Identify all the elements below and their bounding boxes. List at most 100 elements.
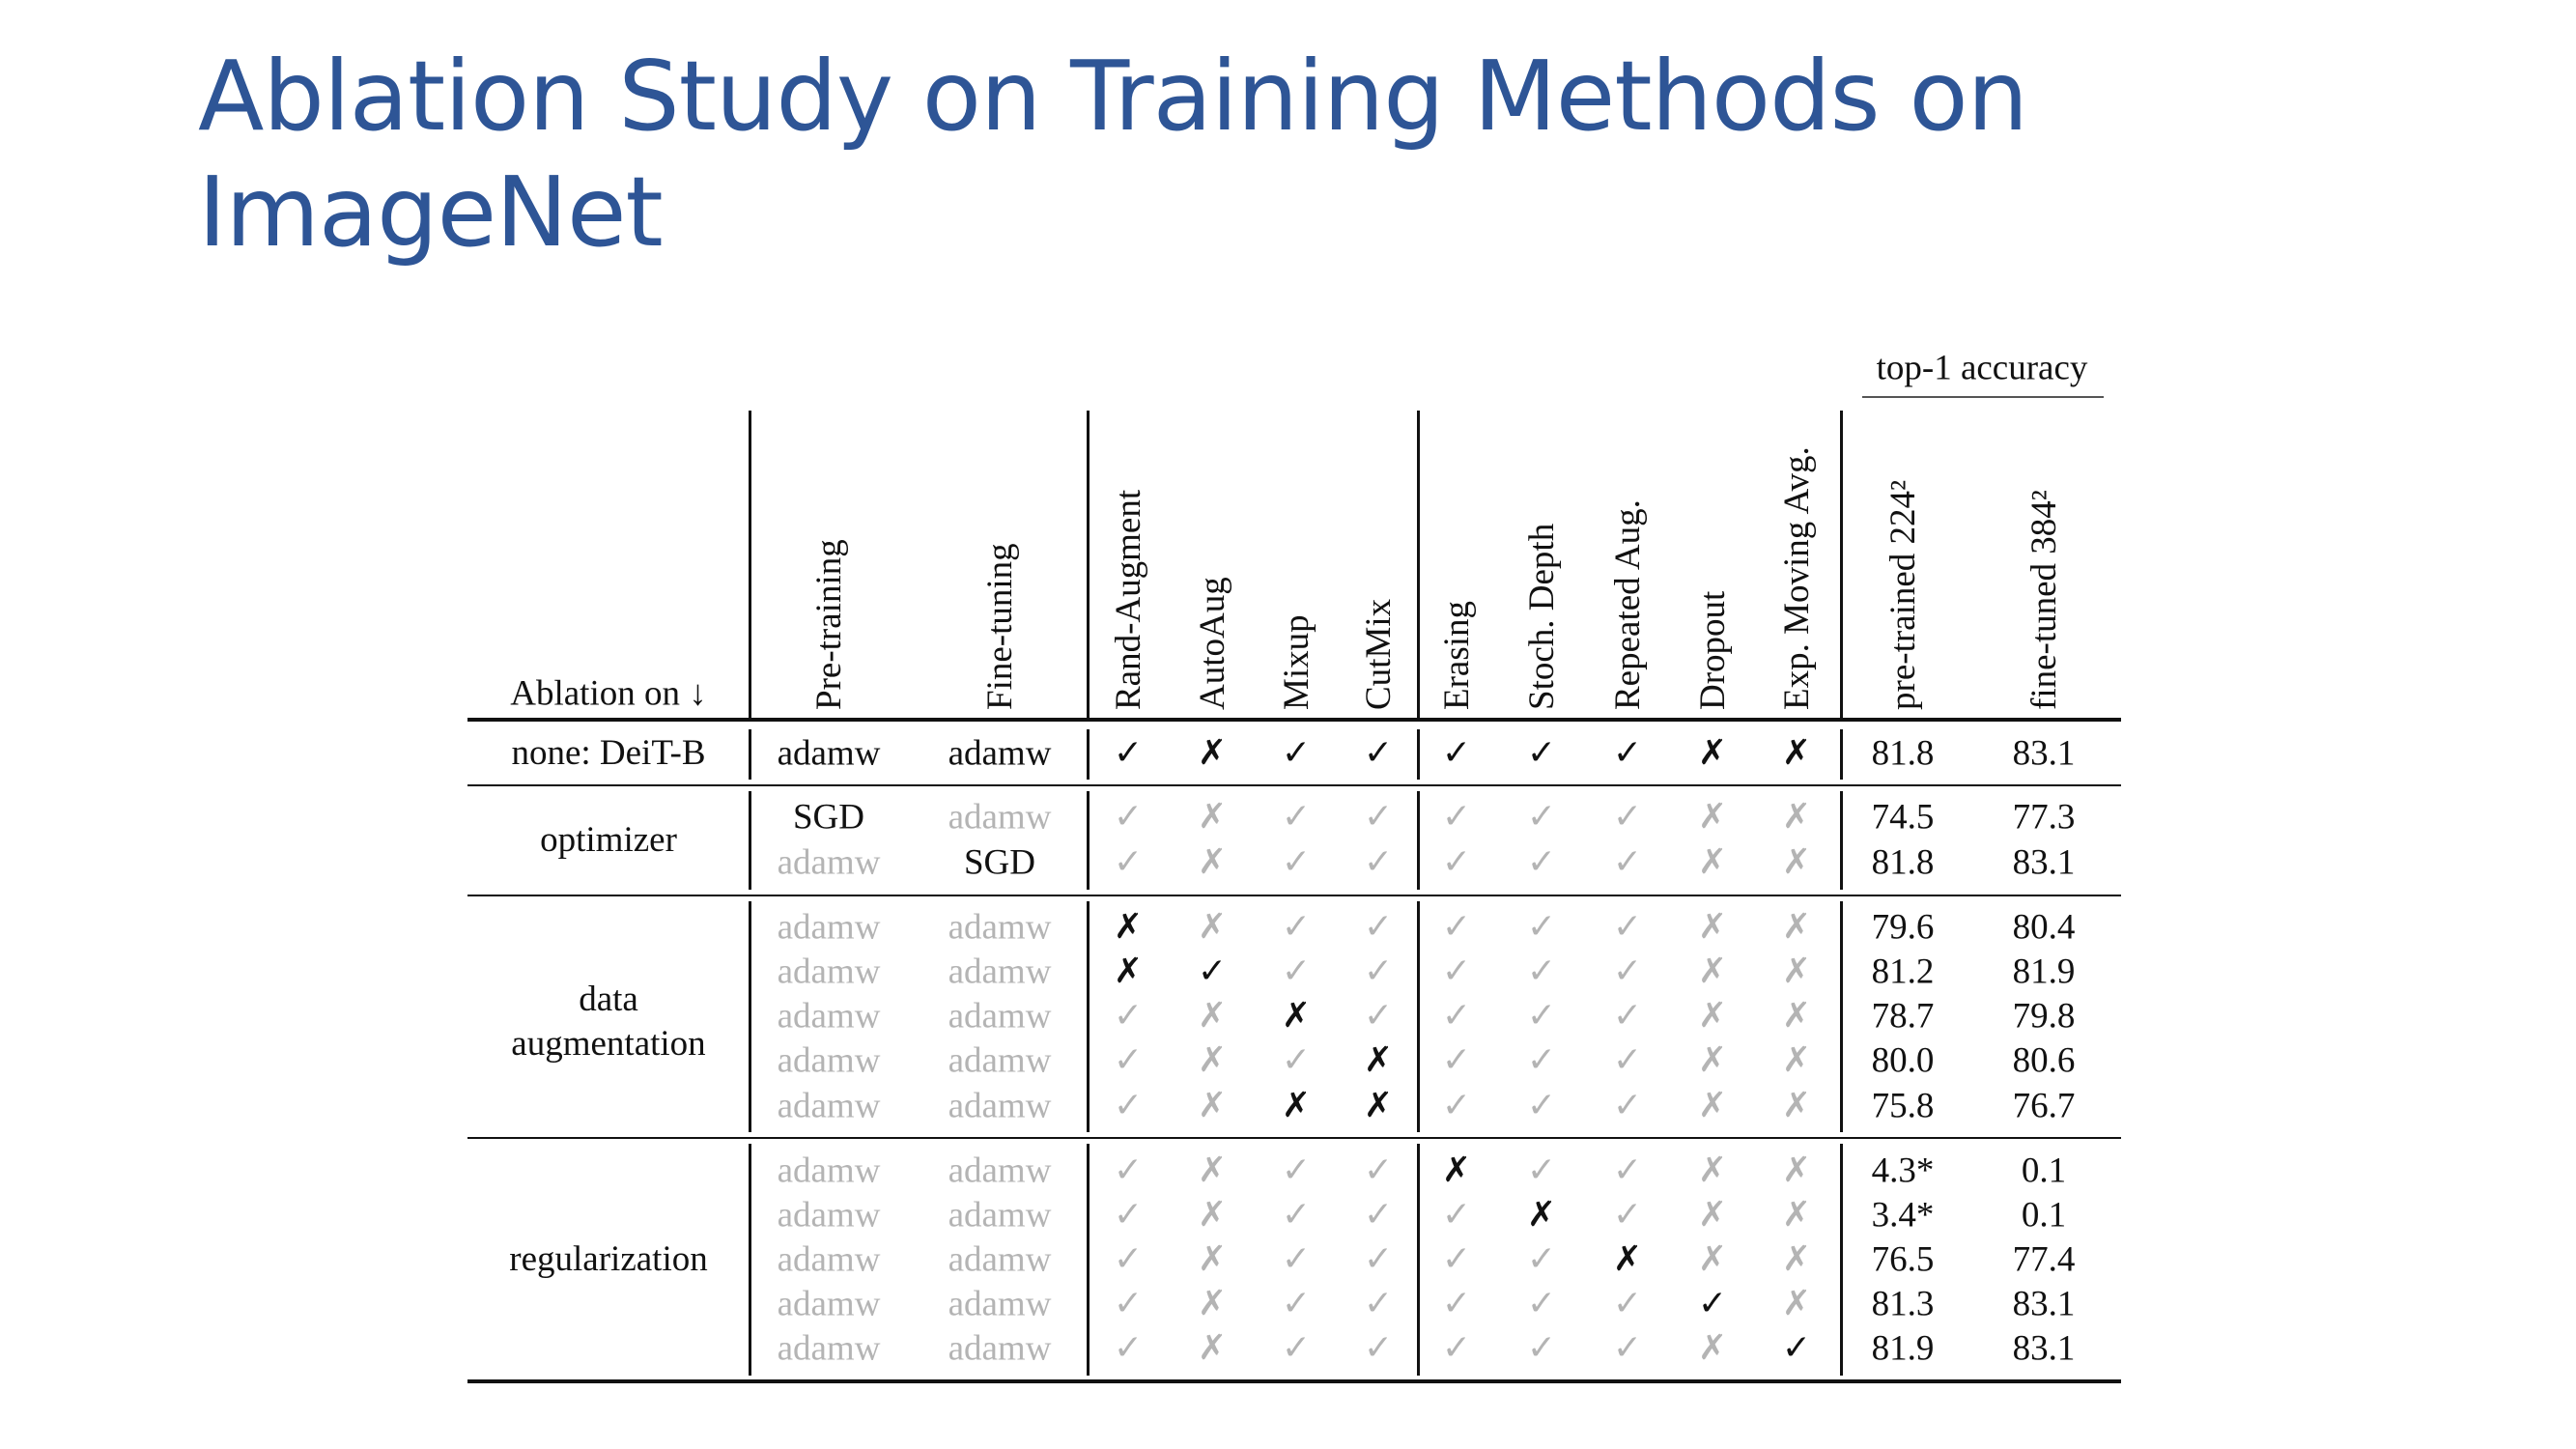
column-divider-2-3 (1087, 791, 1090, 890)
column-header-1: Pre-training (809, 539, 849, 710)
row-13-check-icon: ✓ (1781, 1328, 1812, 1368)
row-4-cross-icon: ✗ (1113, 907, 1144, 947)
row-11-cross-icon: ✗ (1197, 1239, 1228, 1279)
table-rule-3 (467, 894, 2121, 897)
column-divider-3-4 (1417, 901, 1420, 1132)
row-4-cross-icon: ✗ (1697, 907, 1728, 947)
row-1-pretrained-accuracy: 81.8 (1871, 733, 1935, 774)
row-12-check-icon: ✓ (1526, 1284, 1557, 1323)
row-13-check-icon: ✓ (1441, 1328, 1472, 1368)
column-divider-3-5 (1417, 1144, 1420, 1376)
column-header-4: AutoAug (1193, 577, 1232, 710)
row-11-cross-icon: ✗ (1781, 1239, 1812, 1279)
row-10-check-icon: ✓ (1612, 1195, 1643, 1235)
row-12-pretrained-accuracy: 81.3 (1871, 1284, 1935, 1324)
row-13-check-icon: ✓ (1113, 1328, 1144, 1368)
column-divider-1-4 (749, 901, 751, 1132)
row-4-cross-icon: ✗ (1781, 907, 1812, 947)
column-header-3: Rand-Augment (1109, 489, 1148, 710)
row-2-fine-tuning: adamw (948, 797, 1052, 838)
column-header-5: Mixup (1277, 614, 1316, 710)
row-1-pre-training: adamw (777, 733, 881, 774)
row-11-check-icon: ✓ (1281, 1239, 1312, 1279)
row-5-check-icon: ✓ (1363, 952, 1394, 991)
column-header-7: Erasing (1437, 600, 1477, 710)
row-1-check-icon: ✓ (1441, 733, 1472, 773)
row-5-cross-icon: ✗ (1113, 952, 1144, 991)
column-divider-3-3 (1417, 791, 1420, 890)
row-4-check-icon: ✓ (1612, 907, 1643, 947)
row-12-check-icon: ✓ (1612, 1284, 1643, 1323)
row-11-pretrained-accuracy: 76.5 (1871, 1239, 1935, 1280)
row-1-fine-tuning: adamw (948, 733, 1052, 774)
row-5-fine-tuning: adamw (948, 952, 1052, 992)
row-6-cross-icon: ✗ (1281, 996, 1312, 1036)
row-13-pre-training: adamw (777, 1328, 881, 1369)
row-9-fine-tuning: adamw (948, 1151, 1052, 1191)
row-8-cross-icon: ✗ (1697, 1086, 1728, 1125)
slide-title-line-1: Ablation Study on Training Methods on (198, 40, 2028, 153)
row-10-check-icon: ✓ (1281, 1195, 1312, 1235)
row-2-check-icon: ✓ (1526, 797, 1557, 837)
row-2-finetuned-accuracy: 77.3 (2012, 797, 2076, 838)
row-2-check-icon: ✓ (1441, 797, 1472, 837)
row-5-cross-icon: ✗ (1697, 952, 1728, 991)
corner-label: Ablation on ↓ (510, 673, 707, 714)
row-10-cross-icon: ✗ (1781, 1195, 1812, 1235)
row-3-check-icon: ✓ (1281, 842, 1312, 882)
row-4-check-icon: ✓ (1441, 907, 1472, 947)
row-10-check-icon: ✓ (1113, 1195, 1144, 1235)
row-3-cross-icon: ✗ (1197, 842, 1228, 882)
row-1-check-icon: ✓ (1612, 733, 1643, 773)
row-8-fine-tuning: adamw (948, 1086, 1052, 1126)
row-5-finetuned-accuracy: 81.9 (2012, 952, 2076, 992)
row-13-finetuned-accuracy: 83.1 (2012, 1328, 2076, 1369)
column-header-8: Stoch. Depth (1522, 523, 1562, 710)
row-10-finetuned-accuracy: 0.1 (2021, 1195, 2067, 1236)
row-7-check-icon: ✓ (1526, 1040, 1557, 1080)
group-label-2: optimizer (540, 820, 677, 860)
accuracy-group-rule (1862, 396, 2104, 398)
row-1-check-icon: ✓ (1363, 733, 1394, 773)
row-3-check-icon: ✓ (1526, 842, 1557, 882)
row-2-check-icon: ✓ (1363, 797, 1394, 837)
row-10-cross-icon: ✗ (1697, 1195, 1728, 1235)
row-11-check-icon: ✓ (1441, 1239, 1472, 1279)
row-7-pretrained-accuracy: 80.0 (1871, 1040, 1935, 1081)
column-header-13: fine-tuned 384² (2024, 490, 2064, 710)
row-8-cross-icon: ✗ (1363, 1086, 1394, 1125)
row-4-check-icon: ✓ (1363, 907, 1394, 947)
row-10-pre-training: adamw (777, 1195, 881, 1236)
column-divider-2-5 (1087, 1144, 1090, 1376)
row-10-pretrained-accuracy: 3.4* (1871, 1195, 1935, 1236)
table-rule-5 (467, 1379, 2121, 1383)
row-11-cross-icon: ✗ (1612, 1239, 1643, 1279)
column-divider-1-3 (749, 791, 751, 890)
row-3-check-icon: ✓ (1612, 842, 1643, 882)
row-7-cross-icon: ✗ (1363, 1040, 1394, 1080)
row-2-cross-icon: ✗ (1781, 797, 1812, 837)
row-8-check-icon: ✓ (1612, 1086, 1643, 1125)
row-1-finetuned-accuracy: 83.1 (2012, 733, 2076, 774)
row-2-cross-icon: ✗ (1197, 797, 1228, 837)
row-7-check-icon: ✓ (1612, 1040, 1643, 1080)
row-3-pre-training: adamw (777, 842, 881, 883)
column-divider-1-2 (749, 729, 751, 780)
row-10-cross-icon: ✗ (1197, 1195, 1228, 1235)
column-divider-3-1 (1417, 411, 1420, 720)
row-5-check-icon: ✓ (1526, 952, 1557, 991)
row-13-check-icon: ✓ (1281, 1328, 1312, 1368)
row-8-check-icon: ✓ (1441, 1086, 1472, 1125)
row-5-cross-icon: ✗ (1781, 952, 1812, 991)
column-divider-2-1 (1087, 411, 1090, 720)
row-3-cross-icon: ✗ (1697, 842, 1728, 882)
row-11-check-icon: ✓ (1363, 1239, 1394, 1279)
table-rule-2 (467, 783, 2121, 787)
column-header-2: Fine-tuning (980, 543, 1020, 710)
column-header-9: Repeated Aug. (1608, 499, 1648, 710)
row-3-fine-tuning: SGD (963, 842, 1036, 883)
row-5-check-icon: ✓ (1612, 952, 1643, 991)
row-1-check-icon: ✓ (1526, 733, 1557, 773)
row-6-pretrained-accuracy: 78.7 (1871, 996, 1935, 1037)
